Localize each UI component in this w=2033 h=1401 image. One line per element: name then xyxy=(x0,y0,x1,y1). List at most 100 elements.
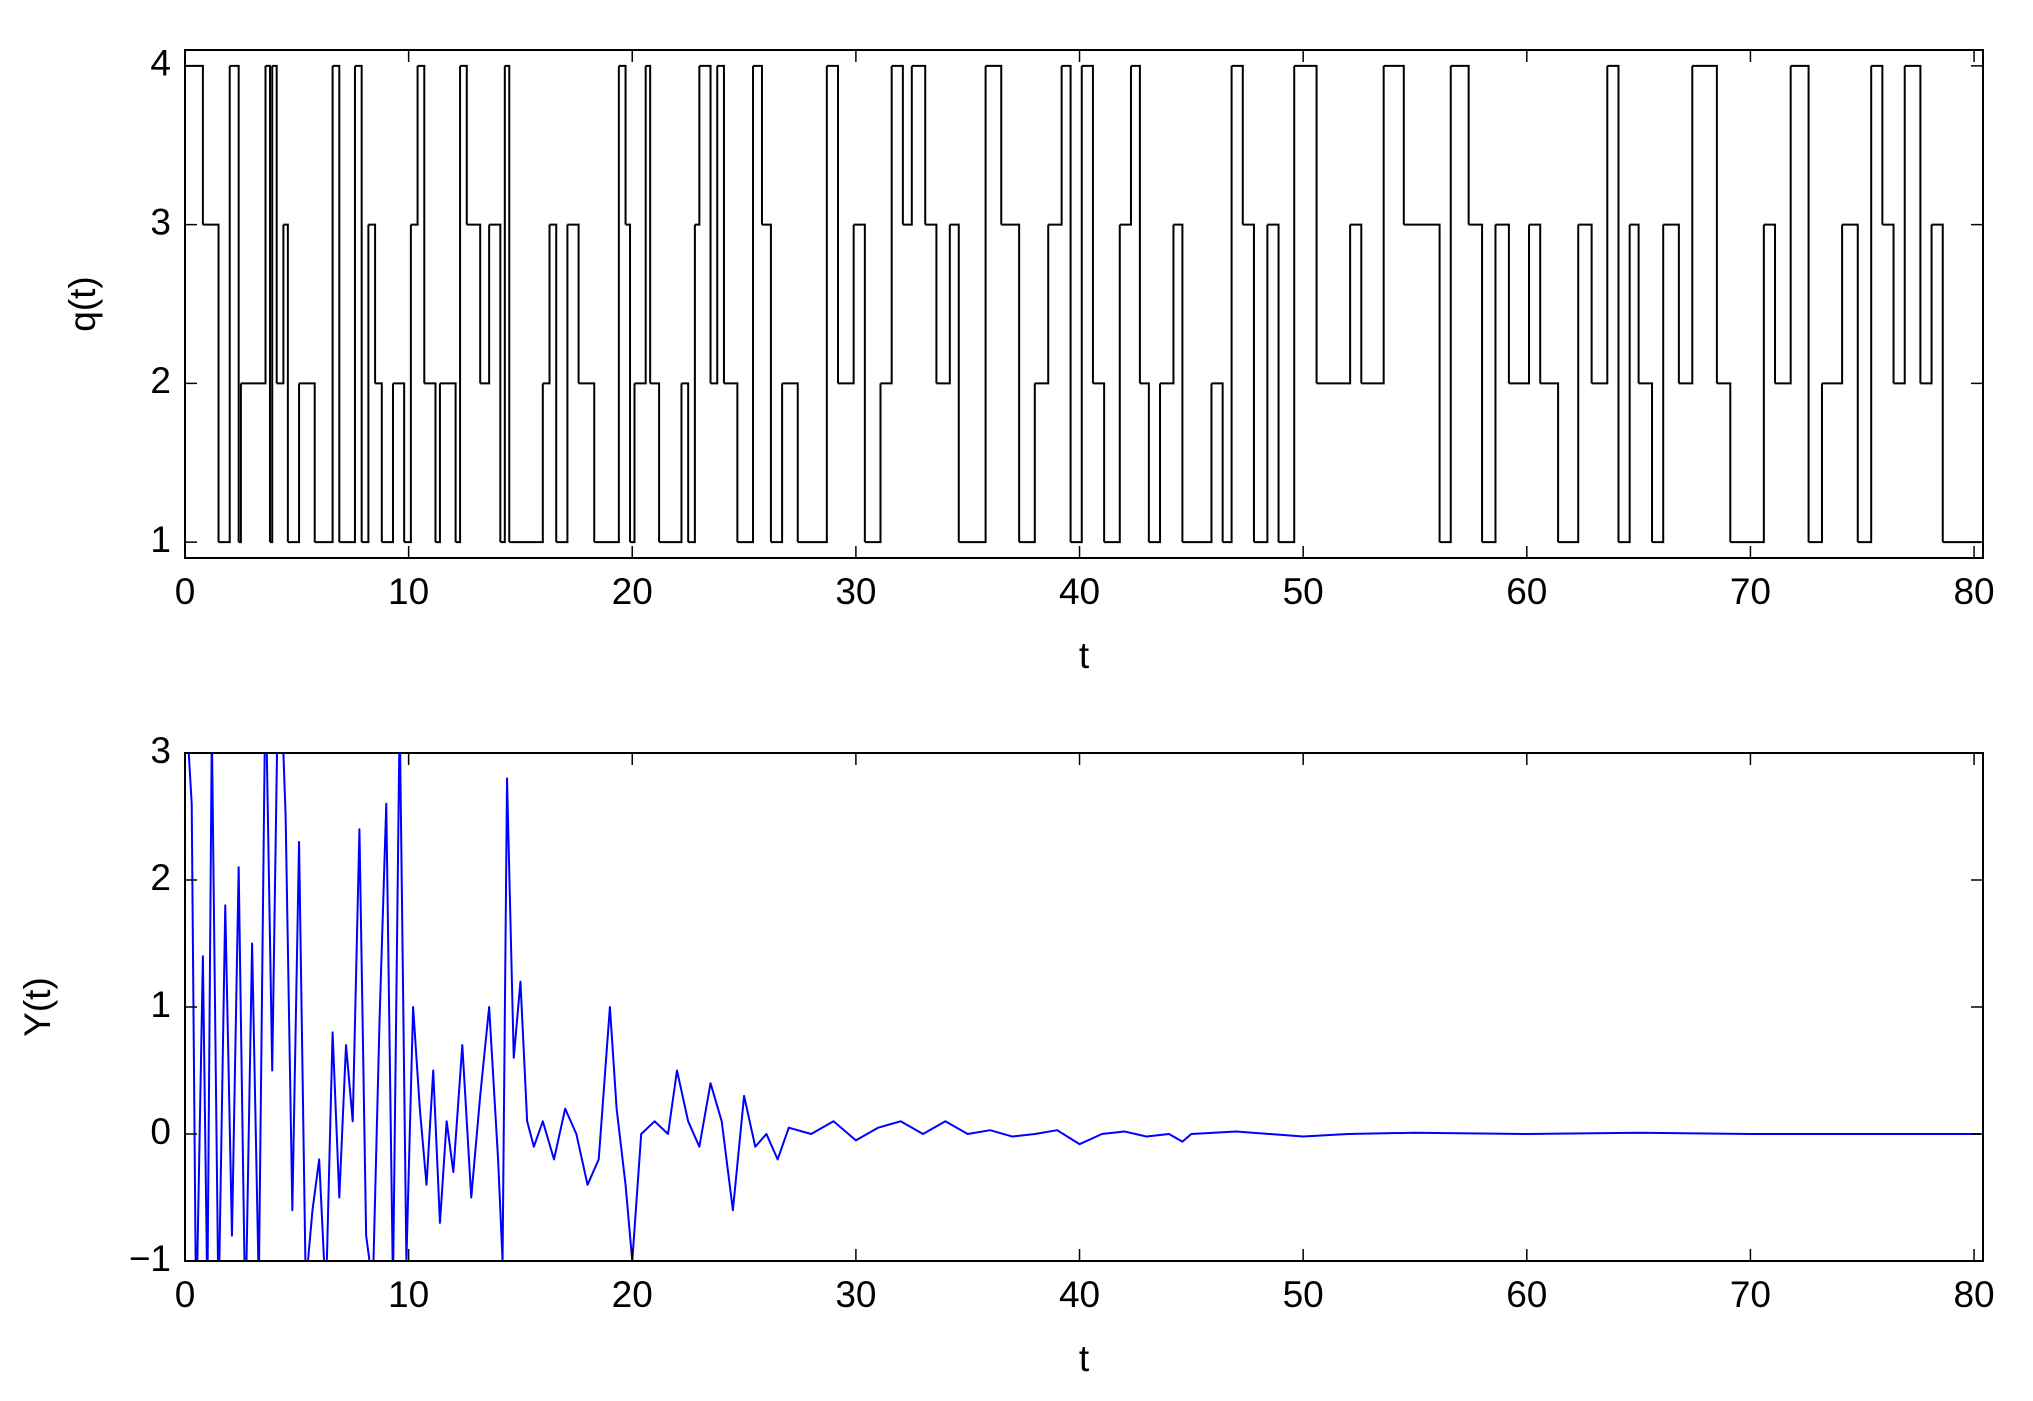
step-segment xyxy=(500,65,506,544)
step-segment xyxy=(594,65,620,544)
step-segment xyxy=(1316,224,1352,385)
step-segment xyxy=(1173,223,1184,543)
x-tick-label: 20 xyxy=(612,571,653,612)
step-segment xyxy=(826,64,840,384)
step-segment xyxy=(1871,64,1884,225)
step-segment xyxy=(985,64,1003,225)
step-segment xyxy=(1638,382,1654,543)
step-segment xyxy=(424,382,437,543)
step-segment xyxy=(542,224,551,385)
step-segment xyxy=(410,65,419,226)
step-segment xyxy=(435,383,441,544)
step-segment xyxy=(645,64,652,384)
step-segment xyxy=(1482,224,1497,544)
step-segment xyxy=(681,382,690,543)
step-segment xyxy=(723,382,739,543)
plot-area xyxy=(185,50,1983,558)
step-segment xyxy=(1148,383,1162,544)
step-segment xyxy=(354,64,363,543)
step-segment xyxy=(634,65,647,385)
step-segment xyxy=(567,223,580,384)
step-segment xyxy=(1350,223,1363,384)
step-segment xyxy=(659,383,683,544)
step-segment xyxy=(299,382,316,543)
step-segment xyxy=(1019,383,1036,544)
step-segment xyxy=(1450,64,1470,225)
y-tick-label: 3 xyxy=(150,201,171,242)
step-segment xyxy=(460,64,468,225)
y-tick-label: 2 xyxy=(150,857,171,898)
step-segment xyxy=(1495,223,1510,384)
step-segment xyxy=(202,223,220,543)
step-segment xyxy=(276,224,285,385)
y-axis-label: q(t) xyxy=(62,276,103,332)
x-tick-label: 40 xyxy=(1059,571,1100,612)
step-segment xyxy=(1081,64,1094,384)
step-segment xyxy=(1692,64,1718,384)
step-segment xyxy=(949,223,960,543)
data-layer xyxy=(185,64,1981,544)
step-segment xyxy=(1468,223,1484,543)
x-axis-label: t xyxy=(1079,635,1090,676)
x-axis-label: t xyxy=(1079,1338,1090,1379)
step-segment xyxy=(1904,64,1922,384)
step-segment xyxy=(770,383,784,544)
x-tick-label: 60 xyxy=(1506,571,1547,612)
x-tick-label: 50 xyxy=(1283,571,1324,612)
x-tick-label: 30 xyxy=(835,571,876,612)
step-segment xyxy=(1920,224,1933,385)
x-tick-label: 10 xyxy=(388,571,429,612)
step-segment xyxy=(1439,65,1452,544)
step-segment xyxy=(1403,223,1441,543)
step-segment xyxy=(1211,382,1224,543)
step-segment xyxy=(1716,382,1732,543)
y-tick-label: 3 xyxy=(150,730,171,771)
step-segment xyxy=(891,64,904,225)
step-segment xyxy=(229,64,240,543)
x-tick-label: 60 xyxy=(1506,1274,1547,1315)
step-segment xyxy=(1730,224,1765,544)
step-segment xyxy=(958,65,987,544)
step-segment xyxy=(392,382,406,543)
x-tick-label: 30 xyxy=(835,1274,876,1315)
step-segment xyxy=(1775,65,1792,385)
y-tick-label: −1 xyxy=(129,1238,171,1279)
step-segment xyxy=(1001,223,1021,543)
step-segment xyxy=(1508,224,1531,385)
step-segment xyxy=(1361,65,1385,385)
step-segment xyxy=(1678,65,1694,385)
step-segment xyxy=(1808,383,1823,544)
step-segment xyxy=(782,382,799,543)
step-segment xyxy=(1629,223,1640,384)
step-segment xyxy=(1578,223,1593,384)
step-segment xyxy=(1558,224,1580,544)
step-segment xyxy=(1070,65,1083,544)
step-segment xyxy=(694,65,701,226)
step-segment xyxy=(1540,382,1560,543)
step-segment xyxy=(1842,223,1859,543)
step-segment xyxy=(1182,383,1213,544)
step-segment xyxy=(1790,64,1810,543)
step-segment xyxy=(1253,224,1269,544)
y-tick-label: 1 xyxy=(150,984,171,1025)
step-segment xyxy=(717,64,725,384)
step-segment xyxy=(332,64,341,543)
step-segment xyxy=(1061,64,1072,543)
step-segment xyxy=(699,64,712,384)
step-segment xyxy=(1231,64,1244,225)
step-segment xyxy=(1294,64,1318,384)
step-segment xyxy=(630,383,636,544)
x-tick-label: 40 xyxy=(1059,1274,1100,1315)
step-segment xyxy=(1160,224,1175,385)
step-segment xyxy=(1130,64,1141,384)
x-tick-label: 80 xyxy=(1953,571,1994,612)
step-segment xyxy=(272,64,278,384)
step-segment xyxy=(240,65,267,385)
data-layer xyxy=(187,753,1981,1261)
step-segment xyxy=(314,65,334,544)
x-tick-label: 10 xyxy=(388,1274,429,1315)
step-segment xyxy=(618,64,627,225)
step-segment xyxy=(504,64,511,543)
step-segment xyxy=(439,382,457,543)
